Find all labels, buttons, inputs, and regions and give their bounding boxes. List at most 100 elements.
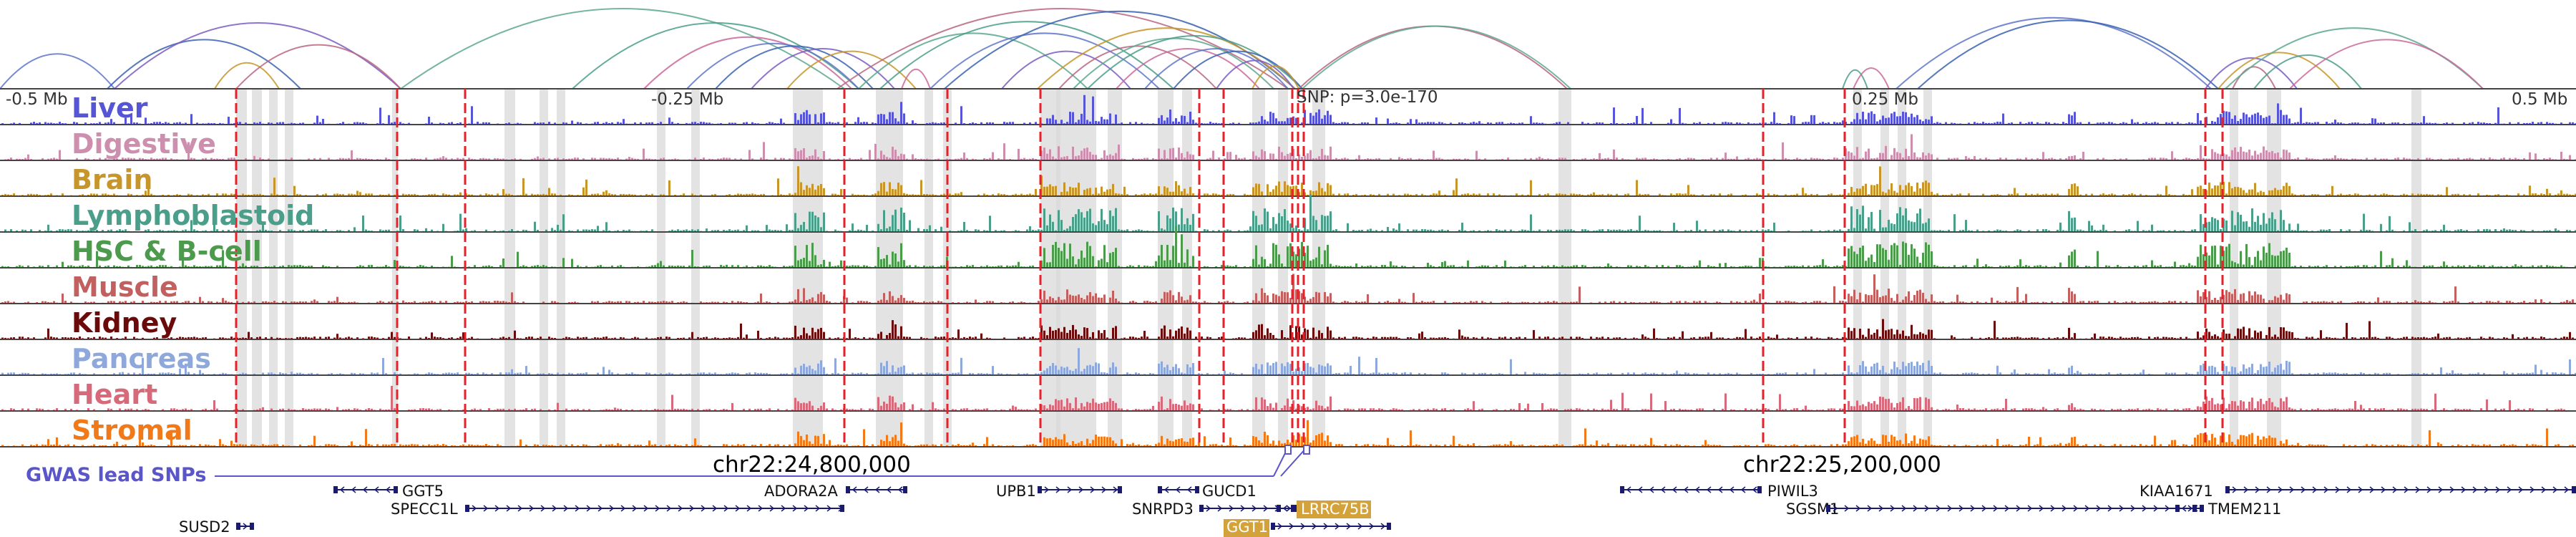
- signal-bar: [1510, 229, 1512, 232]
- signal-bar: [2477, 193, 2479, 196]
- signal-bar: [2208, 221, 2210, 232]
- signal-bar: [585, 179, 587, 196]
- signal-bar: [1035, 230, 1037, 232]
- signal-bar: [929, 301, 931, 304]
- signal-bar: [2097, 122, 2099, 125]
- signal-bar: [119, 229, 121, 232]
- signal-bar: [2042, 194, 2044, 196]
- signal-bar: [1759, 294, 1761, 304]
- signal-bar: [800, 225, 802, 232]
- signal-bar: [1890, 245, 1893, 268]
- signal-bar: [2102, 122, 2104, 125]
- signal-bar: [1378, 193, 1380, 196]
- signal-bar: [1327, 244, 1329, 268]
- signal-bar: [1281, 263, 1283, 268]
- signal-bar: [1327, 183, 1329, 196]
- signal-bar: [534, 194, 536, 196]
- signal-bar: [1810, 337, 1813, 339]
- signal-bar: [1911, 185, 1913, 196]
- signal-bar: [1925, 334, 1927, 339]
- signal-bar: [2366, 265, 2368, 268]
- signal-bar: [1862, 185, 1864, 196]
- signal-bar: [1739, 229, 1741, 232]
- signal-bar: [1361, 122, 1363, 125]
- signal-bar: [614, 194, 616, 196]
- signal-bar: [1624, 301, 1626, 304]
- signal-bar: [823, 150, 825, 160]
- signal-bar: [740, 193, 742, 196]
- signal-bar: [677, 265, 679, 268]
- signal-bar: [1819, 265, 1821, 268]
- signal-bar: [333, 337, 336, 339]
- signal-bar: [1152, 266, 1154, 268]
- signal-bar: [2414, 229, 2416, 232]
- signal-bar: [485, 158, 487, 160]
- signal-bar: [1899, 185, 1901, 196]
- signal-bar: [1232, 301, 1234, 304]
- signal-bar: [540, 122, 542, 125]
- signal-bar: [2254, 221, 2256, 232]
- signal-bar: [1069, 294, 1071, 304]
- loop-arc: [2289, 39, 2484, 90]
- signal-bar: [1315, 257, 1317, 268]
- signal-bar: [265, 337, 267, 339]
- signal-bar: [2168, 122, 2170, 125]
- signal-bar: [2019, 158, 2021, 160]
- signal-bar: [1080, 336, 1083, 339]
- signal-bar: [2480, 122, 2482, 125]
- signal-bar: [21, 229, 24, 232]
- signal-bar: [1679, 193, 1681, 196]
- signal-bar: [1684, 193, 1687, 196]
- signal-bar: [1911, 113, 1913, 125]
- signal-bar: [1475, 122, 1478, 125]
- signal-bar: [79, 266, 81, 268]
- signal-bar: [228, 158, 230, 160]
- signal-bar: [1484, 265, 1486, 268]
- signal-bar: [1899, 264, 1901, 268]
- signal-bar: [1006, 122, 1008, 125]
- signal-bar: [248, 194, 250, 196]
- signal-bar: [554, 158, 556, 160]
- signal-bar: [2294, 230, 2296, 232]
- signal-bar: [1040, 299, 1043, 304]
- signal-bar: [1933, 230, 1936, 232]
- signal-bar: [668, 117, 670, 125]
- signal-bar: [1710, 158, 1712, 160]
- signal-bar: [147, 229, 150, 232]
- signal-bar: [557, 158, 559, 160]
- signal-bar: [1624, 337, 1626, 339]
- signal-bar: [1163, 229, 1166, 232]
- signal-bar: [1321, 188, 1323, 196]
- signal-bar: [2300, 107, 2302, 125]
- signal-bar: [1109, 297, 1111, 304]
- signal-bar: [499, 301, 502, 304]
- signal-bar: [1327, 326, 1329, 339]
- signal-bar: [1787, 301, 1790, 304]
- signal-bar: [296, 301, 298, 304]
- signal-bar: [1395, 301, 1397, 304]
- signal-bar: [1931, 154, 1933, 160]
- signal-bar: [854, 337, 857, 339]
- signal-bar: [1264, 120, 1266, 125]
- signal-bar: [382, 230, 384, 232]
- signal-bar: [42, 158, 44, 160]
- signal-bar: [634, 301, 636, 304]
- signal-bar: [439, 301, 441, 304]
- signal-bar: [1773, 223, 1775, 232]
- signal-bar: [242, 337, 244, 339]
- signal-bar: [1948, 229, 1950, 232]
- signal-bar: [671, 122, 673, 125]
- signal-bar: [2028, 230, 2030, 232]
- signal-bar: [863, 301, 865, 304]
- signal-bar: [534, 221, 536, 232]
- signal-bar: [597, 337, 599, 339]
- signal-bar: [313, 122, 316, 125]
- signal-bar: [671, 301, 673, 304]
- signal-bar: [439, 337, 441, 339]
- signal-bar: [47, 328, 49, 339]
- signal-bar: [2409, 266, 2411, 268]
- signal-bar: [328, 158, 330, 160]
- signal-bar: [325, 266, 327, 268]
- signal-bar: [597, 301, 599, 304]
- signal-bar: [1364, 301, 1366, 304]
